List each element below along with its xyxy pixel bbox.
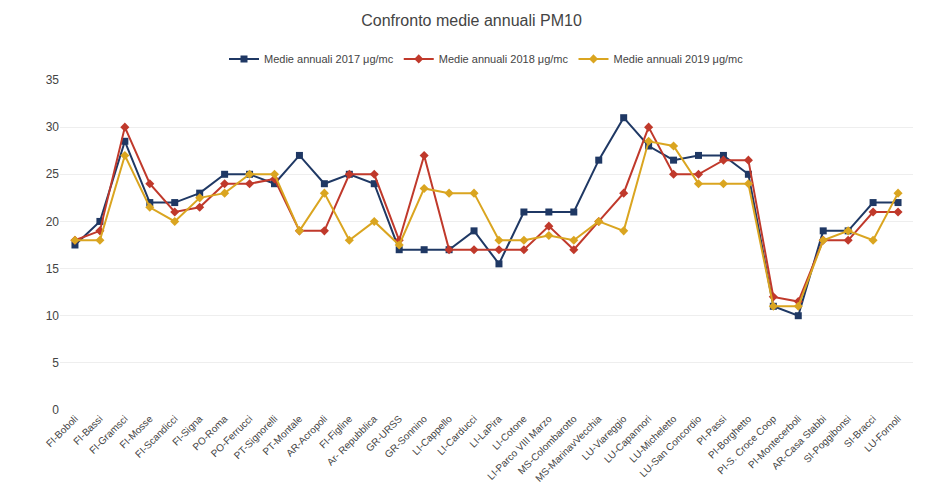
svg-text:FI-Gramsci: FI-Gramsci [87, 413, 130, 456]
svg-text:MS-Colombarotto: MS-Colombarotto [516, 413, 579, 476]
svg-text:Ar- Repubblica: Ar- Repubblica [325, 413, 380, 468]
svg-text:FI-Boboli: FI-Boboli [44, 413, 80, 449]
svg-text:FI-Signa: FI-Signa [170, 413, 205, 448]
svg-text:PT-Signorelli: PT-Signorelli [232, 413, 280, 461]
svg-text:FI-Scandicci: FI-Scandicci [133, 413, 180, 460]
svg-text:LU-San Concordio: LU-San Concordio [638, 413, 704, 479]
svg-text:LU-Capannori: LU-Capannori [602, 413, 654, 465]
svg-text:AR-Casa Stabbi: AR-Casa Stabbi [770, 413, 828, 471]
svg-text:5: 5 [52, 356, 59, 370]
svg-text:PI-Passi: PI-Passi [694, 413, 728, 447]
svg-text:MS-MarinavVecchia: MS-MarinavVecchia [533, 413, 604, 484]
svg-text:LU-Fornoli: LU-Fornoli [862, 413, 903, 454]
svg-text:FI-Bassi: FI-Bassi [71, 413, 105, 447]
svg-text:20: 20 [46, 215, 60, 229]
svg-text:PO-Ferrucci: PO-Ferrucci [209, 413, 255, 459]
svg-text:Medie annuali 2017 μg/mc: Medie annuali 2017 μg/mc [264, 53, 394, 65]
svg-text:PI-Montecerboli: PI-Montecerboli [746, 413, 803, 470]
svg-text:LI-Carducci: LI-Carducci [435, 413, 479, 457]
svg-text:LU-Micheletto: LU-Micheletto [627, 413, 679, 465]
svg-text:GR-URSS: GR-URSS [364, 413, 405, 454]
svg-text:0: 0 [52, 403, 59, 417]
svg-text:LI-Cappello: LI-Cappello [410, 413, 454, 457]
svg-text:LI-Parco VIII Marzo: LI-Parco VIII Marzo [485, 413, 554, 482]
svg-text:Confronto medie annuali PM10: Confronto medie annuali PM10 [361, 12, 582, 29]
svg-text:GR-Sonnino: GR-Sonnino [382, 413, 429, 460]
svg-text:PO-Roma: PO-Roma [190, 413, 230, 453]
svg-text:15: 15 [46, 262, 60, 276]
svg-text:LI-Cotone: LI-Cotone [490, 413, 529, 452]
svg-text:Medie annuali 2018 μg/mc: Medie annuali 2018 μg/mc [439, 53, 569, 65]
svg-text:FI-Mosse: FI-Mosse [117, 413, 155, 451]
svg-text:SI-Bracci: SI-Bracci [842, 413, 878, 449]
svg-text:30: 30 [46, 120, 60, 134]
svg-text:Medie annuali 2019 μg/mc: Medie annuali 2019 μg/mc [614, 53, 744, 65]
svg-text:PI-S. Croce Coop: PI-S. Croce Coop [715, 413, 779, 477]
svg-text:PI-Borghetto: PI-Borghetto [706, 413, 754, 461]
svg-text:LI-LaPira: LI-LaPira [467, 413, 504, 450]
svg-text:FI-Figline: FI-Figline [317, 413, 355, 451]
svg-text:SI-Poggibonsi: SI-Poggibonsi [801, 413, 853, 465]
svg-text:PT-Montale: PT-Montale [260, 413, 304, 457]
svg-text:LU-Viareggio: LU-Viareggio [580, 413, 629, 462]
svg-text:25: 25 [46, 167, 60, 181]
svg-text:AR-Acropoli: AR-Acropoli [284, 413, 330, 459]
svg-text:10: 10 [46, 309, 60, 323]
svg-text:35: 35 [46, 73, 60, 87]
